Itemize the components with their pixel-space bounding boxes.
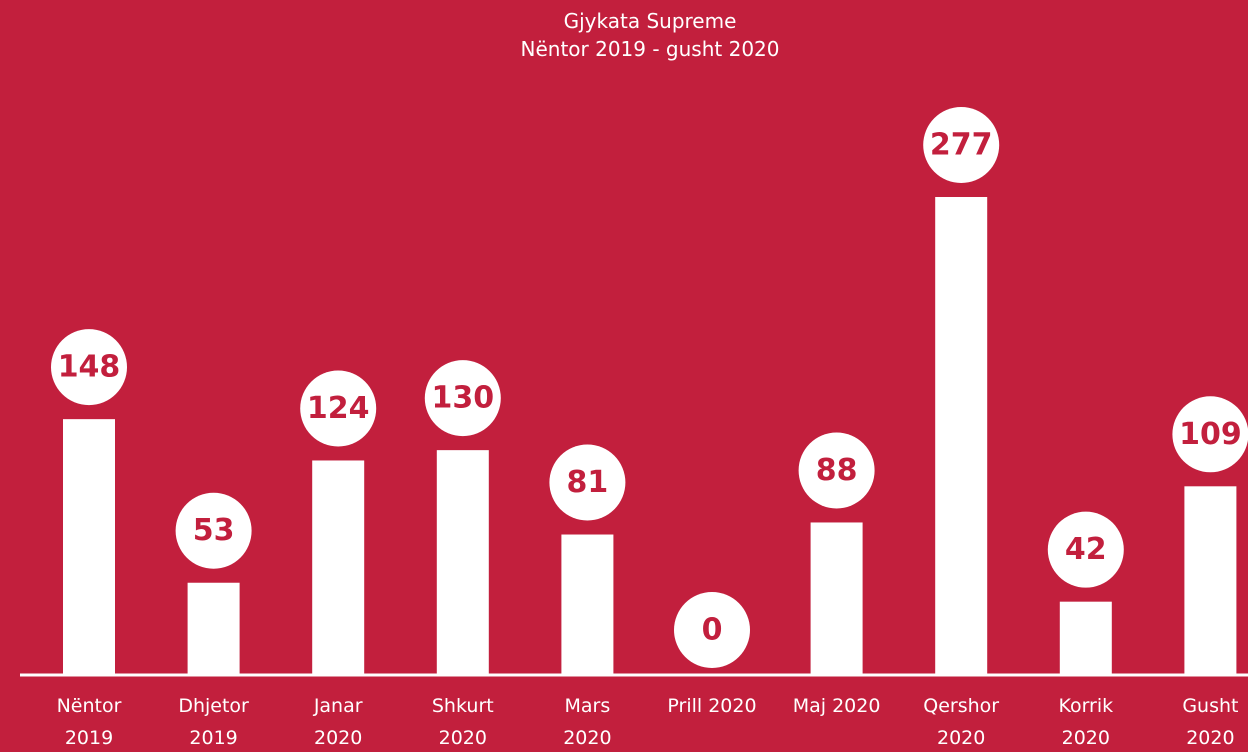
value-bubble [674,592,750,668]
bar [436,450,489,674]
value-label: 109 [1179,417,1242,452]
bar [1059,601,1112,674]
x-tick-label: Janar 2020 [313,695,363,749]
x-tick-label: Mars 2020 [563,695,612,749]
bar [810,522,863,674]
value-label: 0 [702,613,723,648]
x-tick-label: Qershor 2020 [923,695,1000,749]
chart-title: Gjykata Supreme [564,9,737,33]
value-bubble [300,370,377,447]
x-tick-label: Maj 2020 [792,695,881,717]
value-label: 148 [58,350,121,385]
value-label: 81 [567,465,609,500]
value-label: 130 [431,381,494,416]
x-tick-label: Prill 2020 [667,695,757,717]
bar [1184,486,1237,674]
value-bubble [175,492,252,569]
x-tick-label: Korrik 2020 [1058,695,1114,749]
value-bubble [798,432,875,509]
value-label: 53 [193,513,235,548]
value-bubble [424,360,501,437]
value-label: 42 [1065,532,1107,567]
value-bubble [923,107,1000,184]
bar [312,460,365,674]
value-bubble [51,329,127,406]
value-label: 277 [930,128,993,163]
x-tick-label: Nëntor 2019 [56,695,122,749]
value-bubble [549,444,626,521]
bar [63,419,115,674]
bar [187,582,240,674]
bar [561,534,614,674]
value-bubble [1172,396,1248,473]
chart-subtitle: Nëntor 2019 - gusht 2020 [521,37,780,61]
bar [935,197,988,675]
x-tick-label: Gusht 2020 [1182,695,1239,749]
value-bubble [1047,511,1124,588]
x-tick-label: Shkurt 2020 [431,695,494,749]
value-label: 124 [307,391,370,426]
x-tick-label: Dhjetor 2019 [178,695,249,749]
value-label: 88 [816,453,858,488]
